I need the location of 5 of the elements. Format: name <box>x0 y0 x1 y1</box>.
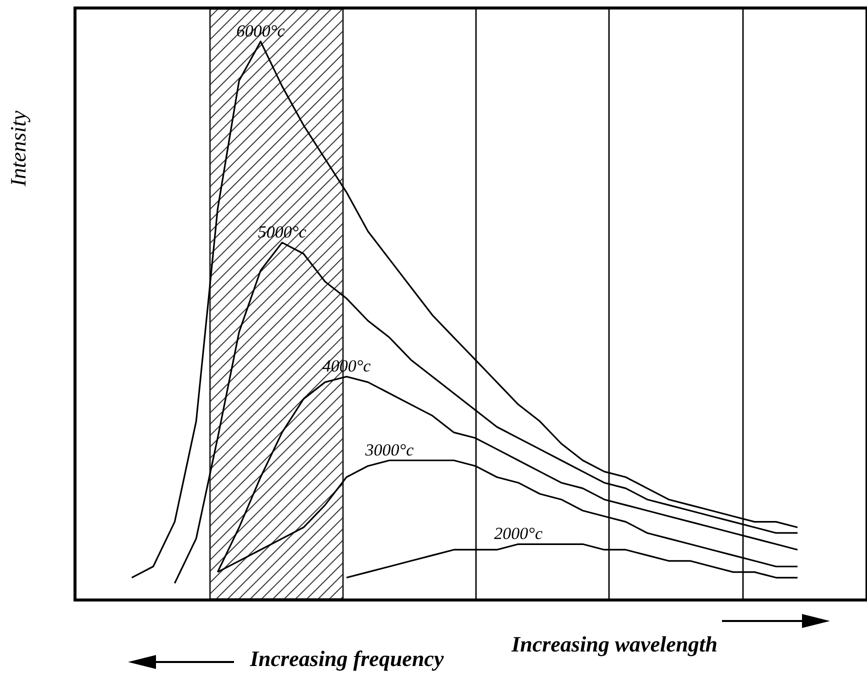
text: Increasing frequency <box>250 646 444 672</box>
series-label: 3000°c <box>364 440 414 460</box>
y-axis-title: Intensity <box>6 110 30 188</box>
series-label: 2000°c <box>494 524 543 544</box>
x-axis-title: Increasing wavelength <box>510 632 718 656</box>
